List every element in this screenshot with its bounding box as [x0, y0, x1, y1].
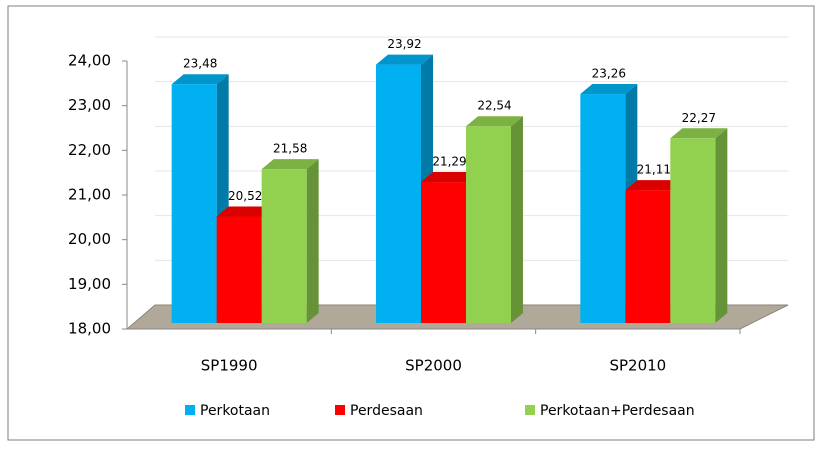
value-label: 20,52 [228, 189, 262, 203]
bar-side [715, 128, 728, 323]
bar [171, 84, 217, 323]
value-label: 21,11 [637, 163, 671, 177]
bar [261, 169, 307, 323]
y-tick-label: 23,00 [68, 96, 111, 114]
legend-label: Perkotaan [200, 403, 270, 419]
bar-top [261, 159, 319, 170]
bar-side [511, 116, 523, 323]
value-label: 22,54 [477, 99, 511, 113]
bar-top [376, 54, 433, 65]
bar-top [171, 74, 229, 85]
bar-top [466, 116, 523, 127]
bar [580, 94, 626, 323]
bar [376, 64, 421, 323]
x-tick-label: SP2010 [609, 357, 666, 375]
x-tick-label: SP2000 [405, 357, 462, 375]
y-tick-label: 20,00 [68, 230, 111, 248]
value-label: 23,48 [183, 57, 217, 71]
bar-top [625, 180, 683, 191]
legend-label: Perkotaan+Perdesaan [540, 403, 695, 419]
bar [466, 126, 511, 323]
bar-top [580, 84, 638, 95]
value-label: 21,29 [432, 155, 466, 169]
y-tick-label: 24,00 [68, 52, 111, 70]
y-tick-label: 22,00 [68, 141, 111, 159]
value-label: 22,27 [682, 111, 716, 125]
y-tick-label: 19,00 [68, 275, 111, 293]
x-tick-label: SP1990 [201, 357, 258, 375]
value-label: 23,26 [592, 67, 626, 81]
legend-marker [185, 405, 195, 415]
legend-marker [335, 405, 345, 415]
bar-top [216, 206, 274, 217]
bar-top [421, 172, 478, 183]
bar-side [306, 159, 319, 323]
bar-top [670, 128, 728, 139]
value-label: 21,58 [273, 142, 307, 156]
y-tick-label: 21,00 [68, 186, 111, 204]
bar [625, 190, 671, 323]
value-label: 23,92 [387, 37, 421, 51]
y-tick-label: 18,00 [68, 320, 111, 338]
bar [421, 182, 466, 323]
legend-marker [525, 405, 535, 415]
bar [670, 138, 716, 323]
legend-label: Perdesaan [350, 403, 423, 419]
bar [216, 216, 262, 323]
